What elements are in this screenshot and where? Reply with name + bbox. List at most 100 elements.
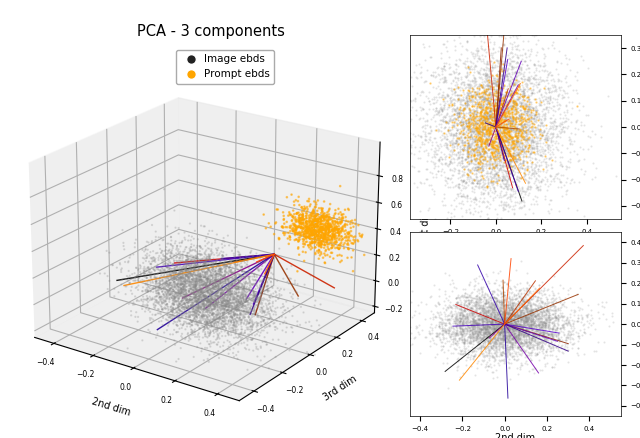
Point [472, 49, 482, 57]
Point [483, 317, 493, 324]
Point [531, 40, 541, 47]
Point [508, 324, 518, 331]
Point [472, 127, 483, 134]
Point [500, 152, 511, 159]
Point [502, 279, 512, 286]
Point [498, 313, 508, 320]
Point [535, 185, 545, 192]
Point [536, 115, 546, 122]
Point [486, 111, 497, 118]
Point [560, 294, 570, 301]
Point [471, 336, 481, 343]
Point [470, 325, 481, 332]
Point [494, 313, 504, 320]
Point [484, 132, 494, 139]
Point [463, 300, 474, 307]
Point [486, 316, 497, 323]
Point [540, 67, 550, 74]
Point [488, 137, 498, 144]
Point [535, 319, 545, 326]
Point [490, 88, 500, 95]
Point [553, 305, 563, 312]
Point [469, 124, 479, 131]
Point [488, 84, 498, 91]
Point [536, 153, 547, 160]
Point [512, 138, 522, 145]
Point [513, 308, 524, 315]
Point [493, 298, 504, 305]
Point [518, 147, 529, 154]
Point [510, 124, 520, 131]
Point [483, 106, 493, 113]
Point [514, 141, 524, 148]
Point [499, 94, 509, 101]
Point [500, 134, 511, 141]
Point [515, 146, 525, 153]
Point [477, 314, 487, 321]
Point [463, 125, 474, 132]
Point [410, 334, 420, 341]
Point [506, 307, 516, 314]
Point [474, 272, 484, 279]
Point [525, 313, 536, 320]
Point [519, 73, 529, 80]
Point [467, 92, 477, 99]
Point [541, 332, 551, 339]
Point [479, 180, 490, 187]
Point [483, 146, 493, 153]
Point [410, 94, 420, 101]
Point [489, 104, 499, 111]
Point [499, 112, 509, 119]
Point [527, 344, 537, 351]
Point [495, 102, 506, 109]
Point [515, 321, 525, 328]
Point [450, 314, 460, 321]
Point [479, 140, 489, 147]
Point [551, 332, 561, 339]
Point [535, 327, 545, 334]
Point [494, 316, 504, 323]
Point [561, 191, 571, 198]
Point [467, 324, 477, 331]
Point [451, 331, 461, 338]
Point [452, 105, 463, 112]
Point [492, 349, 502, 356]
Point [475, 127, 485, 134]
Point [569, 340, 579, 347]
Point [440, 173, 451, 180]
Point [461, 122, 472, 129]
Point [525, 312, 536, 319]
Point [479, 309, 489, 316]
Point [500, 146, 510, 153]
Point [514, 157, 524, 164]
Point [586, 311, 596, 318]
Point [485, 128, 495, 135]
Point [458, 321, 468, 328]
Point [525, 325, 535, 332]
Point [511, 317, 522, 324]
Point [499, 126, 509, 133]
Point [488, 46, 499, 53]
Point [498, 143, 508, 150]
Point [465, 314, 475, 321]
Point [526, 110, 536, 117]
Point [500, 314, 510, 321]
Point [517, 125, 527, 132]
Point [499, 299, 509, 306]
Point [465, 159, 475, 166]
Point [456, 117, 467, 124]
Point [445, 184, 455, 191]
Point [488, 322, 498, 329]
Point [484, 86, 495, 93]
Point [509, 337, 520, 344]
Point [551, 314, 561, 321]
Point [415, 63, 426, 70]
Point [552, 325, 562, 332]
Point [447, 96, 457, 103]
Point [526, 144, 536, 151]
Point [518, 320, 529, 327]
Point [503, 326, 513, 333]
Point [495, 130, 505, 137]
Point [524, 301, 534, 308]
Point [500, 133, 511, 140]
